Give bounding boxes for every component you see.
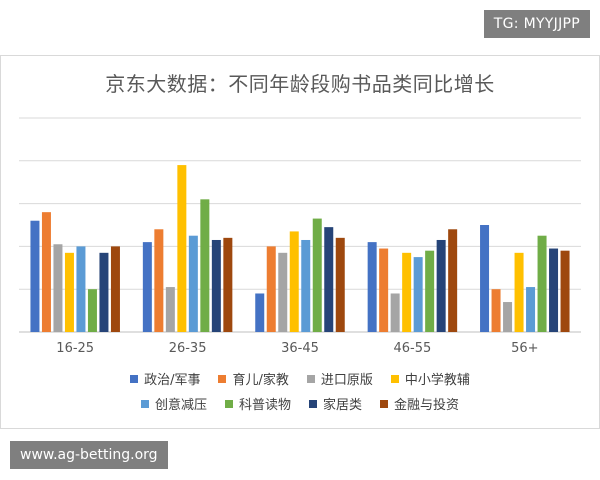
bar <box>526 287 536 332</box>
legend-label: 家居类 <box>323 398 363 413</box>
bar <box>154 229 164 332</box>
bar <box>448 229 458 332</box>
x-tick-label: 36-45 <box>281 341 319 356</box>
legend-item: 家居类 <box>309 394 362 413</box>
x-tick-label: 26-35 <box>169 341 207 356</box>
bar <box>266 246 276 332</box>
bar <box>289 231 299 332</box>
legend-label: 科普读物 <box>238 398 291 413</box>
bar <box>312 218 322 332</box>
bar <box>335 237 345 332</box>
bar <box>301 239 311 332</box>
chart-card: 京东大数据：不同年龄段购书品类同比增长 16-25 26-35 36-45 46-55… <box>0 55 600 429</box>
bar-chart: 16-25 26-35 36-45 46-55 56+ <box>19 117 581 356</box>
legend-label: 政治/军事 <box>144 373 201 388</box>
legend-label: 创意减压 <box>154 398 207 413</box>
legend-swatch <box>380 399 389 408</box>
x-tick-label: 56+ <box>511 341 538 356</box>
bar <box>537 235 547 332</box>
legend-swatch <box>309 399 317 408</box>
watermark-footer: www.ag-betting.org <box>10 441 168 469</box>
bar <box>99 252 109 332</box>
bar <box>402 252 412 332</box>
bar <box>379 248 389 332</box>
legend-item: 中小学教辅 <box>390 369 470 388</box>
legend-swatch <box>390 374 399 383</box>
bar <box>549 248 559 332</box>
bar <box>110 246 120 332</box>
bar <box>278 252 288 332</box>
bar <box>413 257 423 332</box>
chart-title: 京东大数据：不同年龄段购书品类同比增长 <box>105 72 495 96</box>
legend-swatch <box>306 374 315 383</box>
bar <box>200 199 210 332</box>
bar <box>367 242 377 332</box>
legend-item: 育儿/家教 <box>218 369 289 388</box>
legend-item: 政治/军事 <box>130 369 200 388</box>
bar <box>142 242 152 332</box>
legend-label: 金融与投资 <box>394 398 460 413</box>
bar <box>503 302 513 332</box>
bar <box>188 235 198 332</box>
legend-item: 金融与投资 <box>380 394 459 413</box>
legend-swatch <box>130 374 139 383</box>
bar <box>211 239 221 332</box>
legend-item: 创意减压 <box>140 394 207 413</box>
legend-label: 育儿/家教 <box>232 373 289 388</box>
bar <box>390 293 400 332</box>
bar <box>491 289 501 332</box>
bar <box>165 287 175 332</box>
bar <box>41 212 51 332</box>
bar <box>87 289 97 332</box>
bar <box>53 244 63 332</box>
legend-item: 进口原版 <box>306 369 373 388</box>
legend-row-1: 政治/军事 育儿/家教 进口原版 中小学教辅 <box>1 369 599 388</box>
bar <box>436 239 446 332</box>
bar <box>177 165 187 332</box>
legend-swatch <box>224 399 233 408</box>
bar <box>480 225 490 332</box>
watermark-tag: TG: MYYJJPP <box>483 10 590 38</box>
bar <box>30 220 40 332</box>
bar <box>514 252 524 332</box>
bar <box>425 250 435 332</box>
bar <box>64 252 74 332</box>
legend-row-2: 创意减压 科普读物 家居类 金融与投资 <box>1 394 599 413</box>
bar <box>223 237 233 332</box>
legend-label: 进口原版 <box>320 373 373 388</box>
x-tick-label: 16-25 <box>56 341 94 356</box>
legend-swatch <box>218 374 227 383</box>
bar <box>76 246 86 332</box>
x-tick-label: 46-55 <box>394 341 432 356</box>
legend-label: 中小学教辅 <box>404 373 470 388</box>
bar <box>255 293 265 332</box>
legend-item: 科普读物 <box>224 394 291 413</box>
bar <box>324 227 334 332</box>
legend-swatch <box>140 399 149 408</box>
bar <box>560 250 570 332</box>
